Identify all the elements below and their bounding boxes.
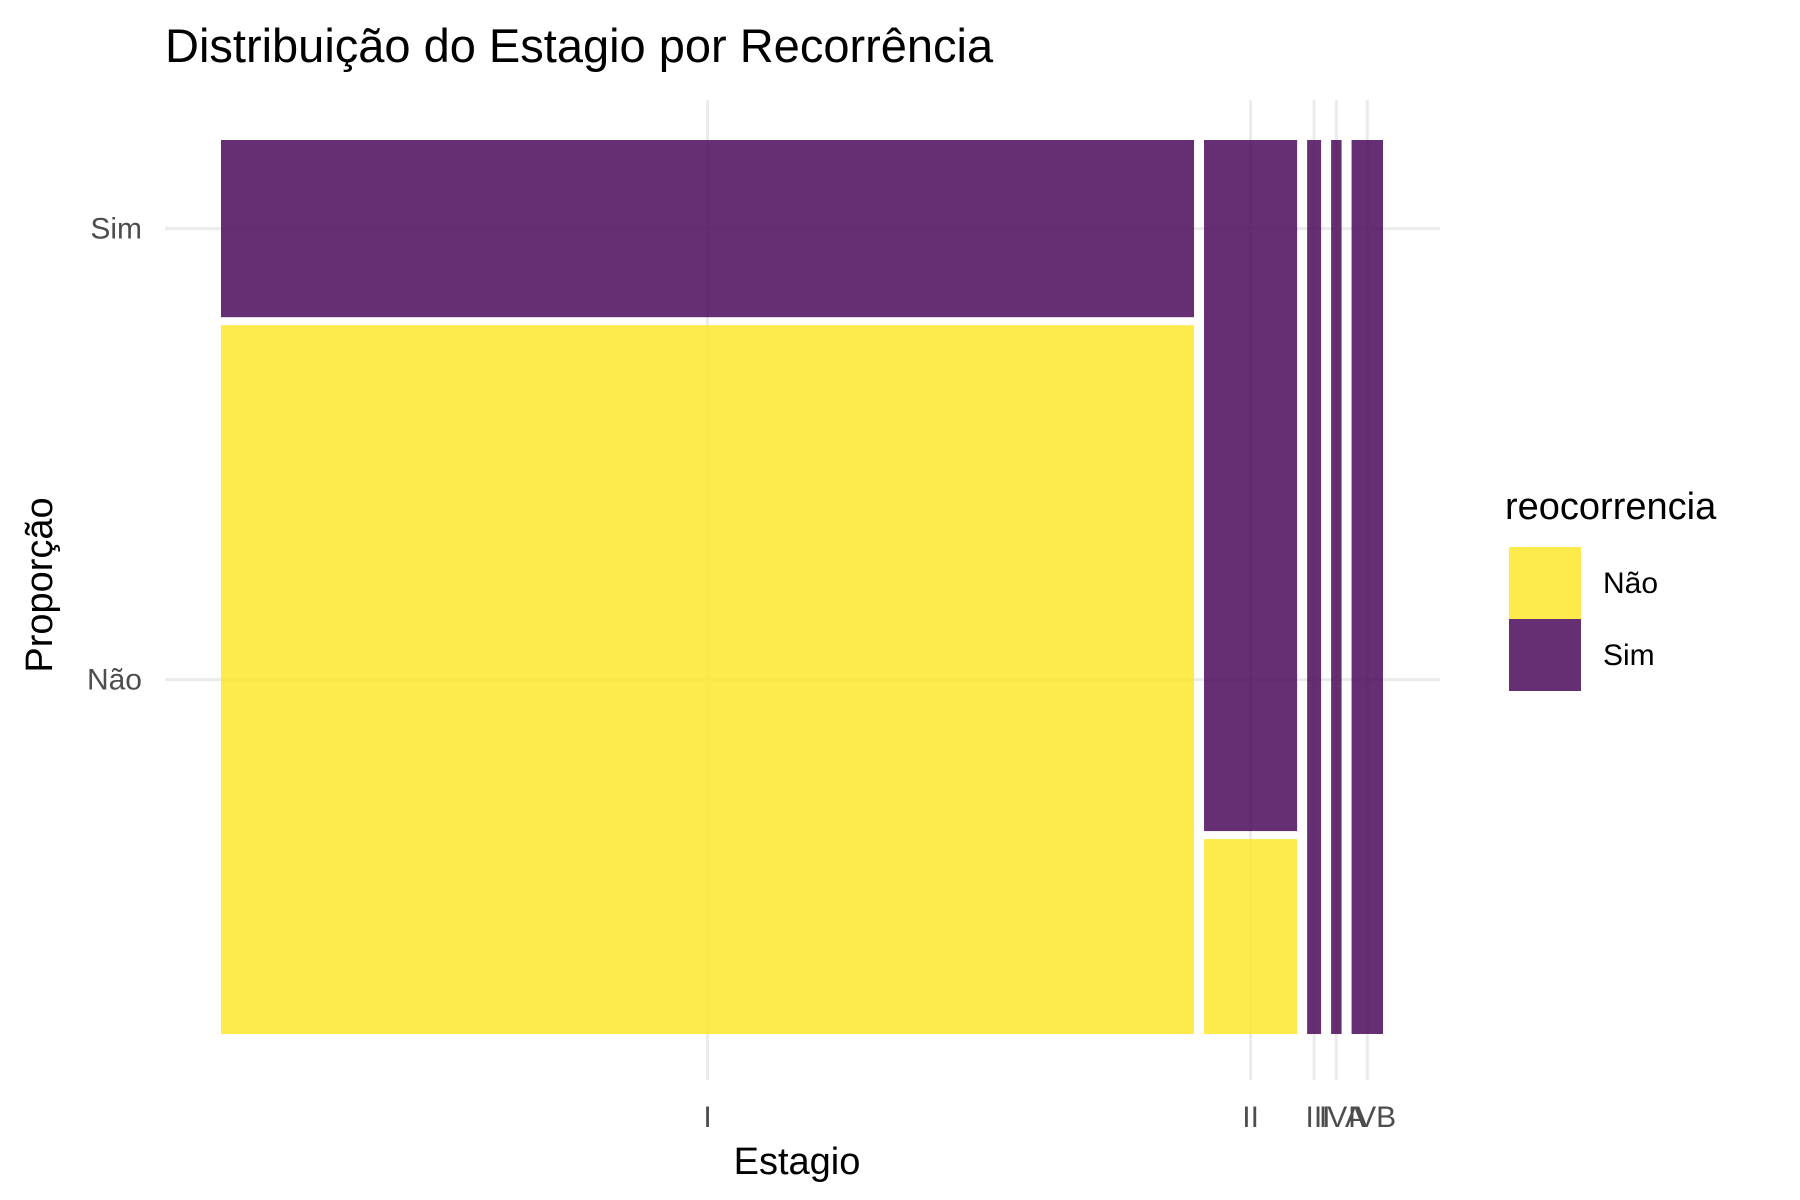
x-tick-label-IVA: IVA <box>1319 1101 1365 1134</box>
tile-II-Sim <box>1204 140 1298 832</box>
chart-title: Distribuição do Estagio por Recorrência <box>165 19 994 72</box>
legend: reocorrencia Não Sim <box>1505 486 1717 691</box>
tile-IVB-Sim <box>1351 140 1383 1034</box>
x-axis-title: Estagio <box>734 1141 861 1183</box>
y-tick-label-Sim: Sim <box>90 213 142 246</box>
tile-I-Sim <box>221 140 1195 318</box>
legend-key-Sim <box>1509 619 1581 691</box>
y-axis-ticks: Não Sim <box>87 213 142 697</box>
tile-IVA-Sim <box>1331 140 1342 1034</box>
mosaic-tiles <box>221 140 1383 1034</box>
y-axis-title: Proporção <box>19 497 61 672</box>
tile-II-Não <box>1204 839 1298 1034</box>
x-tick-label-I: I <box>703 1101 711 1134</box>
legend-label-Sim: Sim <box>1603 639 1655 672</box>
x-tick-label-IVB: IVB <box>1348 1101 1396 1134</box>
x-tick-label-II: II <box>1242 1101 1259 1134</box>
legend-items: Não Sim <box>1509 547 1658 691</box>
y-tick-label-Não: Não <box>87 664 142 697</box>
tile-III-Sim <box>1307 140 1322 1034</box>
legend-key-Não <box>1509 547 1581 619</box>
x-tick-label-III: III <box>1305 1101 1330 1134</box>
legend-label-Não: Não <box>1603 567 1658 600</box>
legend-title: reocorrencia <box>1505 486 1717 528</box>
tile-I-Não <box>221 325 1195 1034</box>
